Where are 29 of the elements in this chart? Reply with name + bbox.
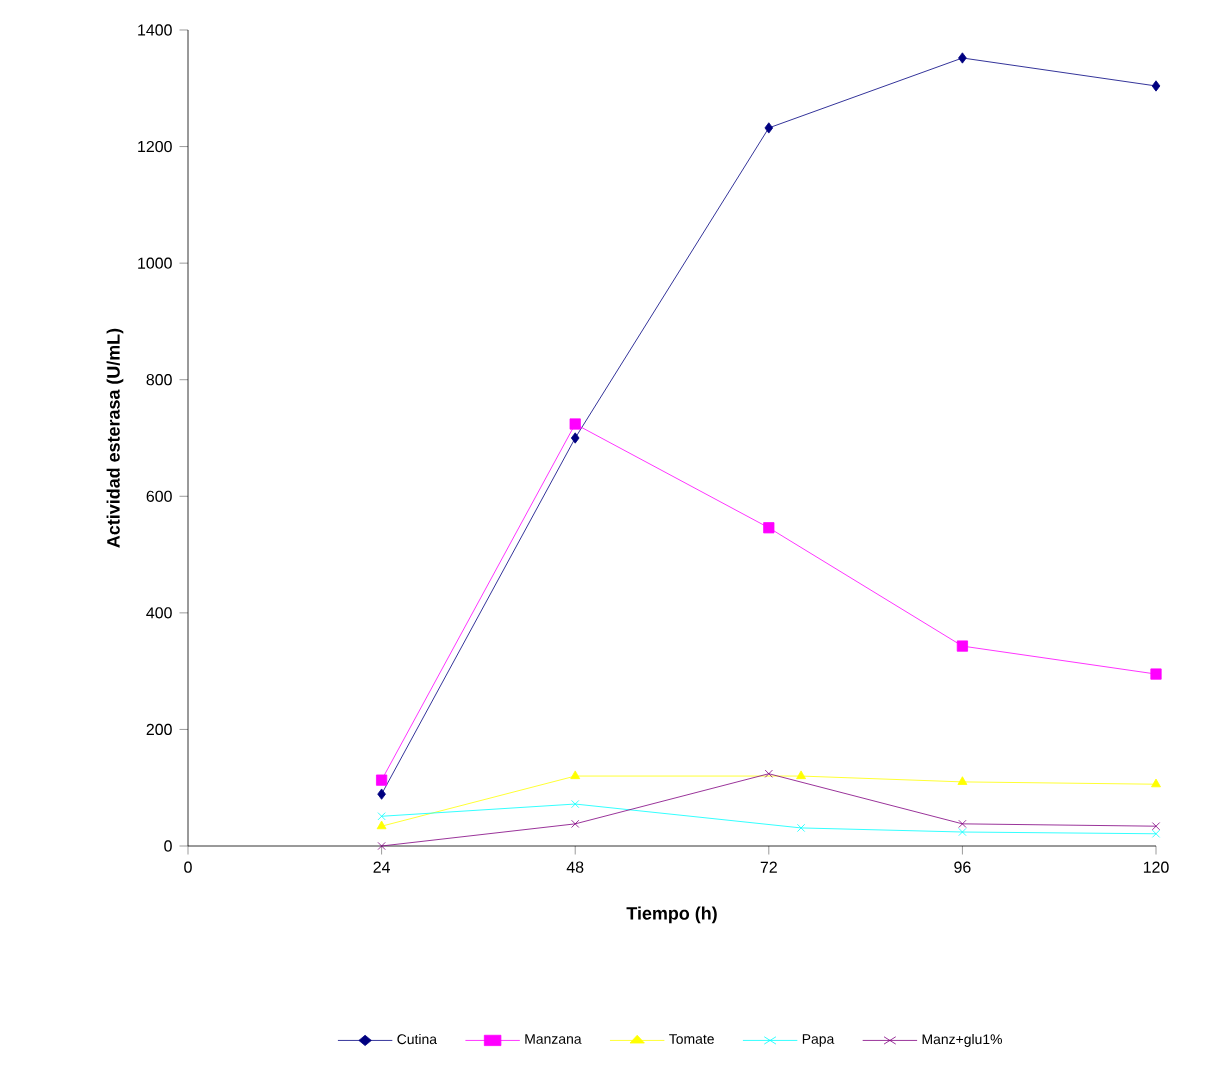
- point: [1150, 668, 1162, 680]
- point: [1151, 80, 1161, 92]
- point: [1151, 778, 1161, 788]
- point: [571, 799, 580, 809]
- point: [958, 52, 967, 64]
- point: [570, 432, 580, 444]
- point: [377, 788, 386, 800]
- point: [377, 841, 386, 851]
- point: [763, 522, 775, 534]
- point: [764, 122, 774, 134]
- line-series: [377, 769, 1161, 851]
- point: [570, 770, 581, 780]
- point: [797, 823, 806, 832]
- point: [956, 640, 968, 652]
- point: [796, 770, 806, 780]
- point: [376, 774, 388, 786]
- point: [569, 418, 581, 430]
- point: [377, 812, 386, 821]
- point: [764, 769, 773, 778]
- point: [958, 827, 967, 837]
- line-series: [377, 799, 1161, 838]
- point: [1151, 829, 1161, 838]
- point: [957, 776, 968, 785]
- point: [376, 820, 387, 830]
- x-axis-title: Tiempo (h): [626, 906, 717, 924]
- point: [958, 819, 967, 828]
- point: [1151, 822, 1161, 831]
- y-axis-title: Actividad esterasa (U/mL): [106, 328, 124, 548]
- point: [571, 819, 580, 828]
